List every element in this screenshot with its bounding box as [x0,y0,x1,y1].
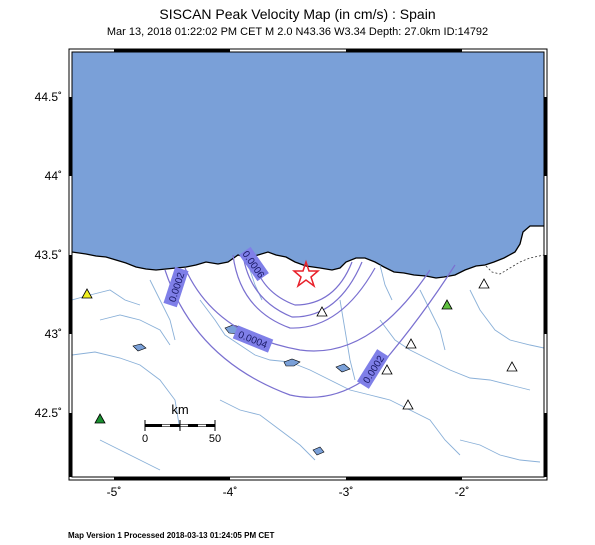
lon-label: -3˚ [339,485,354,499]
lat-label: 44.5˚ [35,90,62,104]
station-triangle-icon [81,288,93,299]
map-area [72,52,544,477]
sea-area [72,52,544,278]
coastline [72,225,544,279]
station-triangle-icon [478,278,490,289]
border-line [485,254,544,275]
lat-label: 43.5˚ [35,248,62,262]
scale-bar-end: 50 [209,433,221,445]
map-title: SISCAN Peak Velocity Map (in cm/s) : Spa… [159,6,436,22]
scale-bar: km 0 50 [142,402,221,445]
station-triangle-icon [402,399,414,410]
epicenter-star-icon [291,259,321,289]
map-frame [68,48,548,481]
contour-inner-1 [242,254,363,318]
lat-label: 43˚ [45,327,62,341]
contour-0.0002-outer [164,264,456,398]
lon-label: -4˚ [223,485,238,499]
map-version-footer: Map Version 1 Processed 2018-03-13 01:24… [68,531,275,540]
station-triangle-icon [381,364,393,375]
lat-label: 44˚ [45,169,62,183]
contour-0.0006 [232,254,376,329]
map-subtitle: Mar 13, 2018 01:22:02 PM CET M 2.0 N43.3… [106,26,489,38]
station-triangle-icon [94,413,106,424]
scale-bar-start: 0 [142,433,148,445]
station-triangle-icon [506,361,518,372]
lon-label: -5˚ [107,485,122,499]
lon-label: -2˚ [455,485,470,499]
rivers [72,264,544,471]
station-triangle-icon [441,299,453,310]
longitude-labels: -5˚ -4˚ -3˚ -2˚ [107,485,470,499]
latitude-labels: 44.5˚ 44˚ 43.5˚ 43˚ 42.5˚ [35,90,62,420]
scale-bar-unit: km [171,402,188,417]
station-triangle-icon [405,338,417,349]
station-triangle-icon [316,306,328,317]
stations [81,278,518,424]
lat-label: 42.5˚ [35,406,62,420]
contour-0.0004 [184,267,431,352]
